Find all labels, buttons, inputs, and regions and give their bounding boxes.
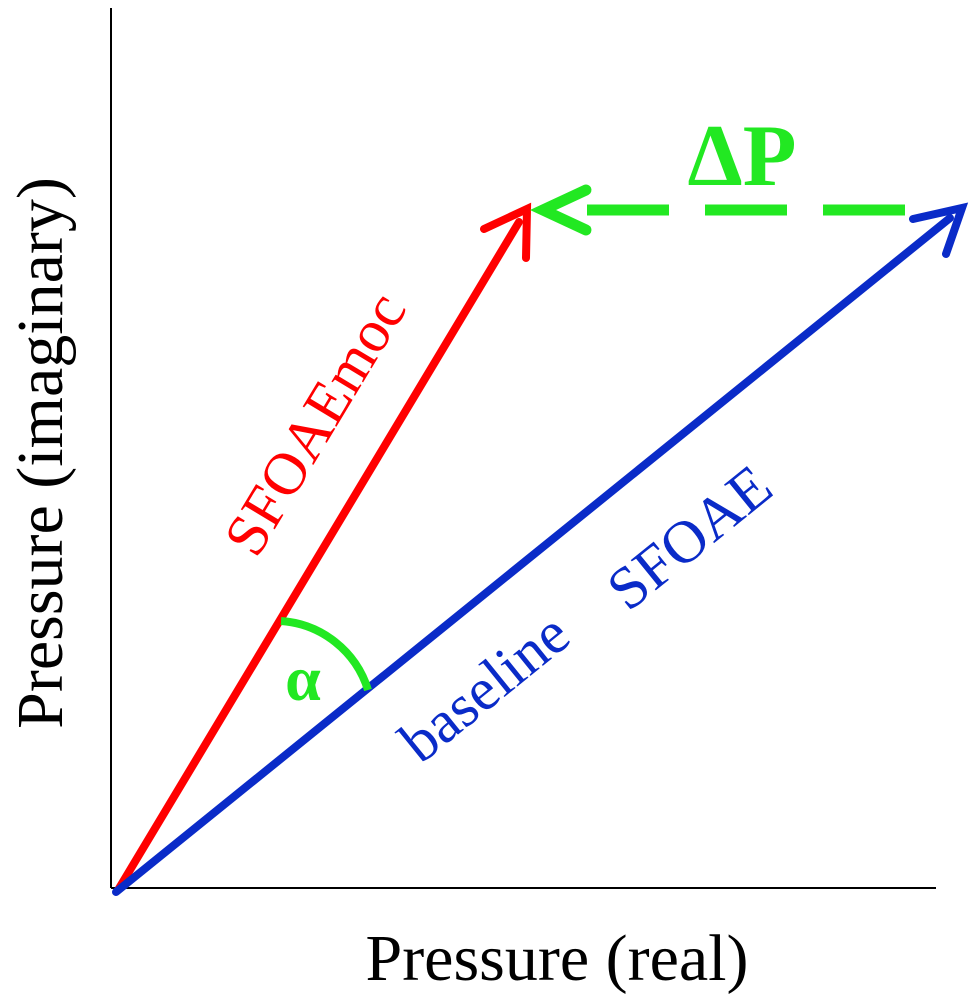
- sfoaemoc-label: SFOAEmoc: [211, 281, 419, 566]
- baseline-sfoae-arrowhead: [909, 202, 969, 258]
- baseline-sfoae-vector-line: [112, 214, 954, 896]
- y-axis-label: Pressure (imaginary): [4, 177, 77, 729]
- sfoaemoc-vector: [114, 202, 532, 894]
- baseline-sfoae-vector: [112, 202, 969, 896]
- sfoaemoc-arrowhead: [480, 202, 532, 262]
- delta-p-label: ΔP: [688, 108, 797, 205]
- sfoaemoc-vector-line: [114, 218, 523, 894]
- x-axis-label: Pressure (real): [366, 922, 749, 995]
- delta-p-arrowhead: [529, 184, 592, 236]
- delta-p-arrow: [529, 184, 905, 236]
- alpha-angle-arc: [280, 617, 372, 692]
- alpha-label: α: [285, 643, 321, 714]
- baseline-label: baseline: [387, 600, 581, 775]
